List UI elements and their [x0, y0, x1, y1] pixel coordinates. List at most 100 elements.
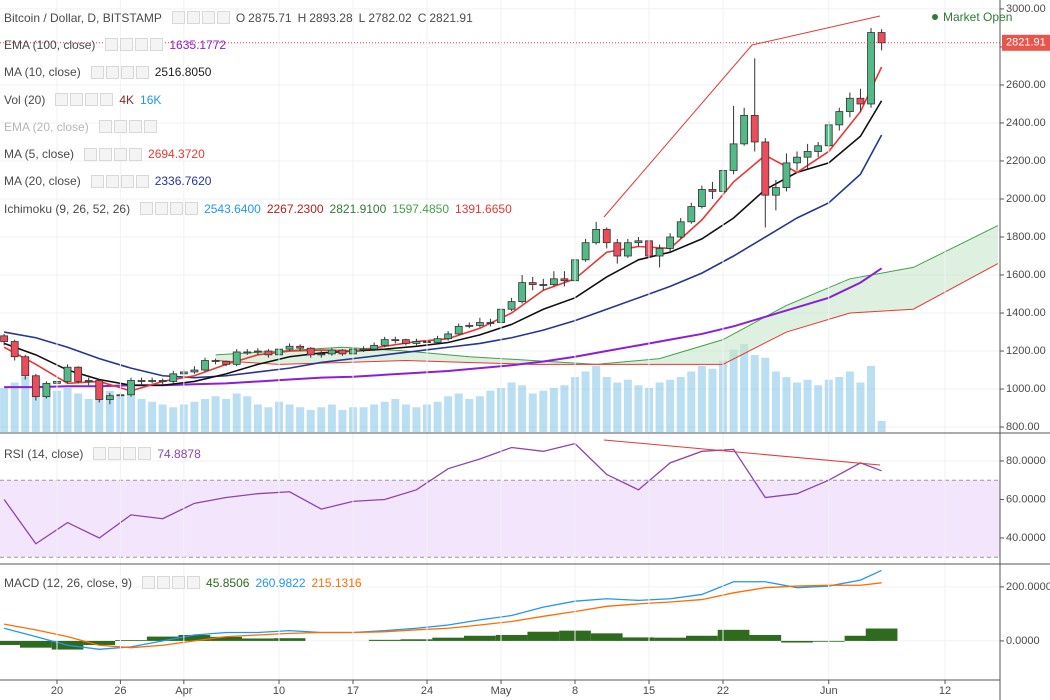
- icon-button[interactable]: [142, 576, 156, 590]
- volume-bar: [761, 357, 770, 432]
- candle-body: [42, 382, 51, 398]
- volume-bar: [444, 396, 453, 432]
- histogram-bar: [115, 640, 147, 641]
- volume-bar: [63, 388, 72, 432]
- y-tick-label: 1200.00: [1006, 345, 1046, 357]
- icon-button[interactable]: [120, 38, 134, 52]
- icon-button[interactable]: [120, 65, 134, 79]
- icon-button[interactable]: [100, 93, 114, 107]
- legend-row: Ichimoku (9, 26, 52, 26) 2543.6400 2267.23…: [4, 195, 518, 222]
- volume-bar: [42, 385, 51, 432]
- icon-button[interactable]: [186, 11, 200, 25]
- icon-button[interactable]: [120, 174, 134, 188]
- histogram-bar: [464, 635, 496, 641]
- candle-body: [581, 242, 590, 261]
- volume-bar: [137, 399, 146, 432]
- volume-bar: [676, 377, 685, 432]
- icon-button[interactable]: [129, 147, 143, 161]
- ohlc-key: O: [235, 10, 246, 25]
- candle-body: [380, 339, 389, 346]
- icon-button[interactable]: [170, 202, 184, 216]
- y-tick-label: 2200.00: [1006, 155, 1046, 167]
- icon-button[interactable]: [201, 11, 215, 25]
- histogram-bar: [717, 629, 750, 641]
- volume-bar: [222, 399, 231, 432]
- volume-bar: [581, 371, 590, 432]
- icon-button[interactable]: [140, 202, 154, 216]
- icon-button[interactable]: [90, 174, 104, 188]
- icon-button[interactable]: [157, 576, 171, 590]
- candle-body: [803, 151, 812, 158]
- legend-row: MA (20, close) 2336.7620: [4, 168, 518, 195]
- last-price-label: 2821.91: [1006, 37, 1046, 49]
- histogram-bar: [146, 636, 179, 641]
- icon-button[interactable]: [187, 576, 201, 590]
- candle-body: [137, 380, 146, 382]
- volume-bar: [814, 385, 823, 432]
- indicator-name: MA (20, close): [4, 174, 81, 189]
- candle-body: [740, 114, 749, 145]
- icon-button[interactable]: [90, 65, 104, 79]
- indicator-value: 1597.4850: [392, 201, 450, 216]
- volume-bar: [84, 399, 93, 432]
- icon-button[interactable]: [98, 120, 112, 134]
- icon-button[interactable]: [99, 147, 113, 161]
- icon-button[interactable]: [84, 147, 98, 161]
- indicator-value: 215.1316: [311, 575, 362, 590]
- histogram-bar: [210, 636, 242, 641]
- icon-button[interactable]: [138, 447, 152, 461]
- legend-row: MA (10, close) 2516.8050: [4, 59, 518, 86]
- icon-button[interactable]: [171, 11, 185, 25]
- icon-button[interactable]: [216, 11, 230, 25]
- histogram-bar: [368, 639, 401, 641]
- candle-body: [285, 345, 294, 350]
- indicator-value: 2336.7620: [154, 174, 212, 189]
- icon-button[interactable]: [108, 447, 122, 461]
- volume-bar: [602, 377, 611, 432]
- ohlc-value: 2875.71: [248, 10, 292, 25]
- icon-button[interactable]: [155, 202, 169, 216]
- icon-button[interactable]: [105, 38, 119, 52]
- icon-button[interactable]: [85, 93, 99, 107]
- icon-button[interactable]: [135, 174, 149, 188]
- icon-button[interactable]: [114, 147, 128, 161]
- icon-button[interactable]: [135, 65, 149, 79]
- icon-button[interactable]: [93, 447, 107, 461]
- icon-button[interactable]: [150, 38, 164, 52]
- icon-button[interactable]: [113, 120, 127, 134]
- toolbar: [55, 93, 114, 107]
- candle-body: [21, 356, 30, 377]
- icon-button[interactable]: [55, 93, 69, 107]
- trend-line: [603, 44, 753, 218]
- rsi-band: [0, 480, 1000, 558]
- candle-body: [877, 32, 886, 44]
- icon-button[interactable]: [128, 120, 142, 134]
- icon-button[interactable]: [143, 120, 157, 134]
- candle-body: [486, 322, 495, 324]
- icon-button[interactable]: [105, 65, 119, 79]
- volume-bar: [507, 382, 516, 432]
- ohlc-key: L: [358, 10, 366, 25]
- indicator-value: 2543.6400: [204, 201, 261, 216]
- icon-button[interactable]: [105, 174, 119, 188]
- volume-bar: [190, 401, 199, 432]
- volume-bar: [95, 382, 104, 432]
- legend-row: MA (5, close) 2694.3720: [4, 140, 518, 167]
- candle-body: [190, 369, 199, 373]
- icon-button[interactable]: [185, 202, 199, 216]
- volume-bar: [454, 393, 463, 432]
- icon-button[interactable]: [172, 576, 186, 590]
- toolbar: [142, 576, 201, 590]
- icon-button[interactable]: [123, 447, 137, 461]
- volume-bar: [401, 404, 410, 432]
- x-tick-label: May: [491, 685, 512, 697]
- volume-bar: [232, 393, 241, 432]
- candle-body: [412, 341, 421, 344]
- histogram-bar: [432, 637, 465, 641]
- icon-button[interactable]: [70, 93, 84, 107]
- icon-button[interactable]: [135, 38, 149, 52]
- volume-bar: [327, 404, 336, 432]
- histogram-bar: [527, 631, 560, 641]
- status-text: Market Open: [943, 10, 1013, 24]
- candle-body: [306, 347, 315, 356]
